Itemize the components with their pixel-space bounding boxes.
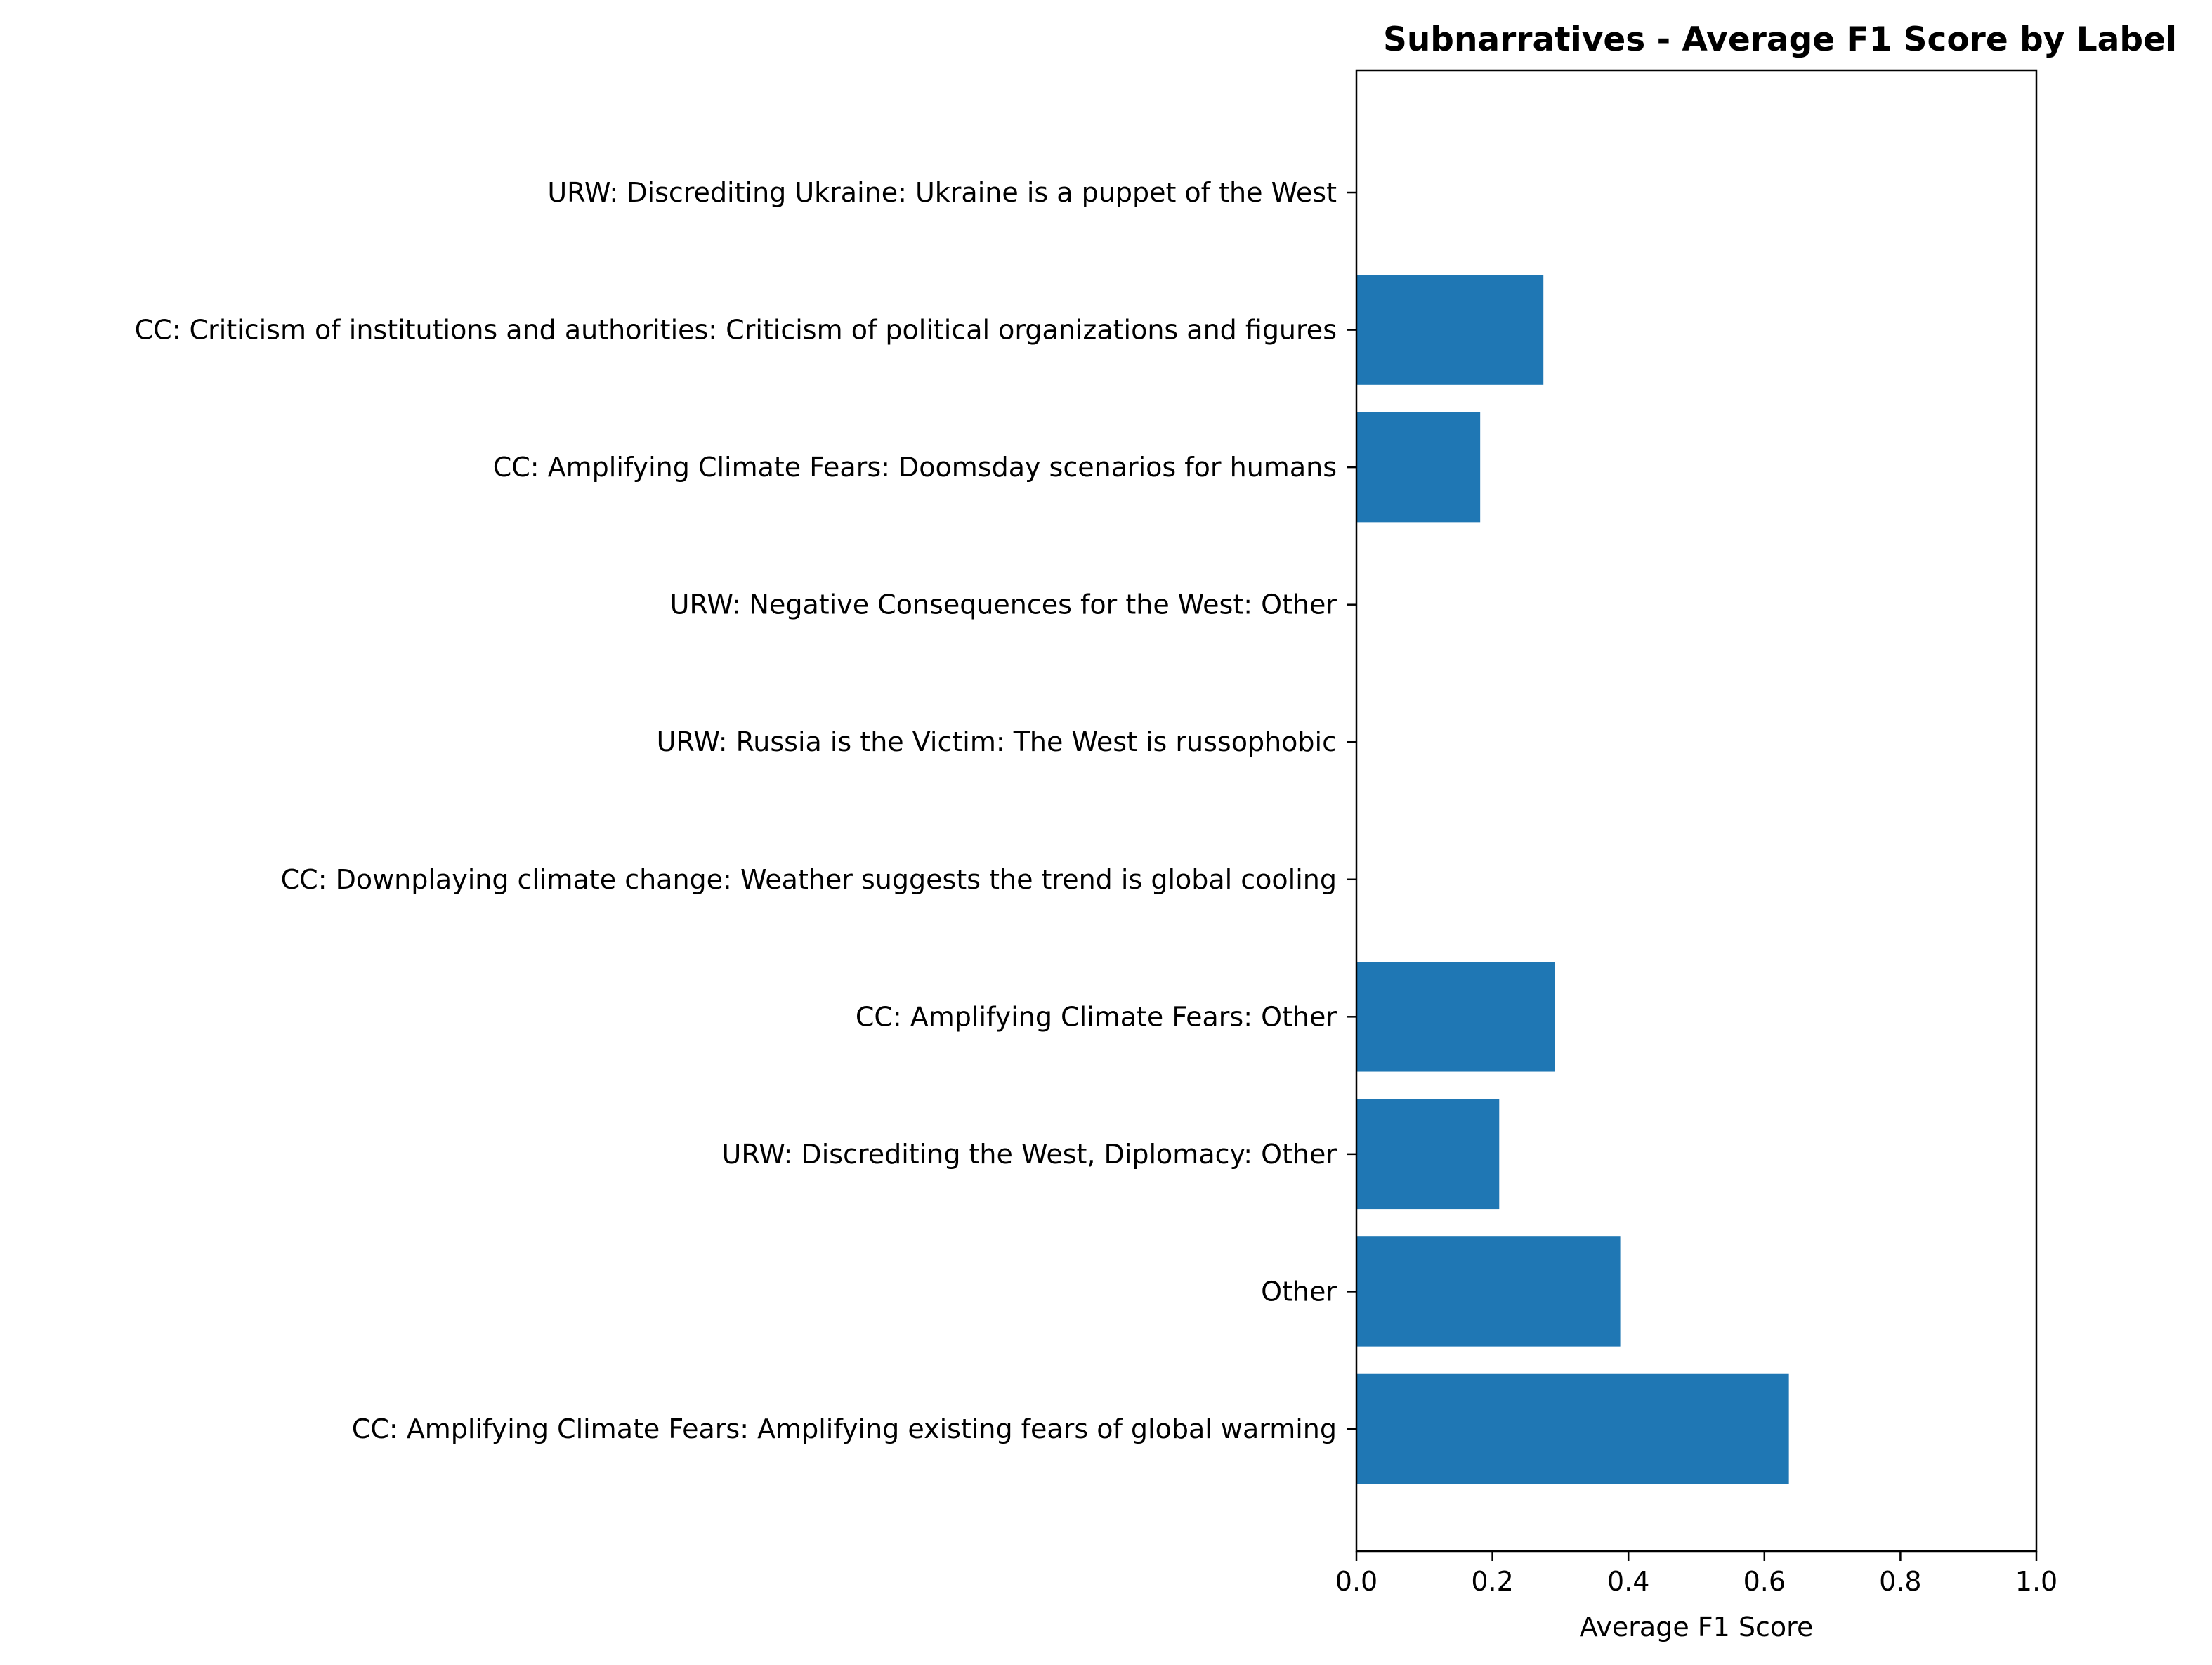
x-tick-label: 0.6	[1743, 1566, 1786, 1597]
x-tick-label: 0.4	[1607, 1566, 1649, 1597]
y-tick-label: URW: Discrediting Ukraine: Ukraine is a …	[547, 177, 1337, 208]
y-tick-label: URW: Negative Consequences for the West:…	[670, 589, 1337, 620]
chart-title: Subnarratives - Average F1 Score by Labe…	[1383, 20, 2177, 59]
y-axis-ticks: CC: Amplifying Climate Fears: Amplifying…	[135, 177, 1356, 1444]
bars-layer	[1356, 275, 1789, 1484]
plot-frame	[1355, 69, 2038, 1553]
bar	[1356, 962, 1555, 1072]
bar	[1356, 1099, 1500, 1210]
y-tick-label: Other	[1261, 1276, 1337, 1307]
x-tick-label: 0.2	[1471, 1566, 1513, 1597]
bar	[1356, 275, 1544, 385]
y-tick-label: URW: Russia is the Victim: The West is r…	[657, 726, 1337, 757]
x-tick-label: 0.8	[1879, 1566, 1921, 1597]
y-tick-label: CC: Criticism of institutions and author…	[135, 315, 1337, 346]
x-axis-label: Average F1 Score	[1580, 1612, 1814, 1643]
x-tick-label: 1.0	[2015, 1566, 2057, 1597]
x-tick-label: 0.0	[1335, 1566, 1377, 1597]
bar	[1356, 1236, 1621, 1347]
y-tick-label: CC: Amplifying Climate Fears: Amplifying…	[352, 1413, 1337, 1444]
y-tick-label: CC: Amplifying Climate Fears: Doomsday s…	[493, 452, 1337, 483]
y-tick-label: URW: Discrediting the West, Diplomacy: O…	[722, 1139, 1337, 1170]
x-axis-ticks: 0.0 0.2 0.4 0.6 0.8 1.0	[1335, 1551, 2057, 1597]
y-tick-label: CC: Amplifying Climate Fears: Other	[856, 1001, 1337, 1032]
bar	[1356, 1373, 1789, 1484]
bar	[1356, 412, 1481, 523]
y-tick-label: CC: Downplaying climate change: Weather …	[281, 864, 1337, 895]
